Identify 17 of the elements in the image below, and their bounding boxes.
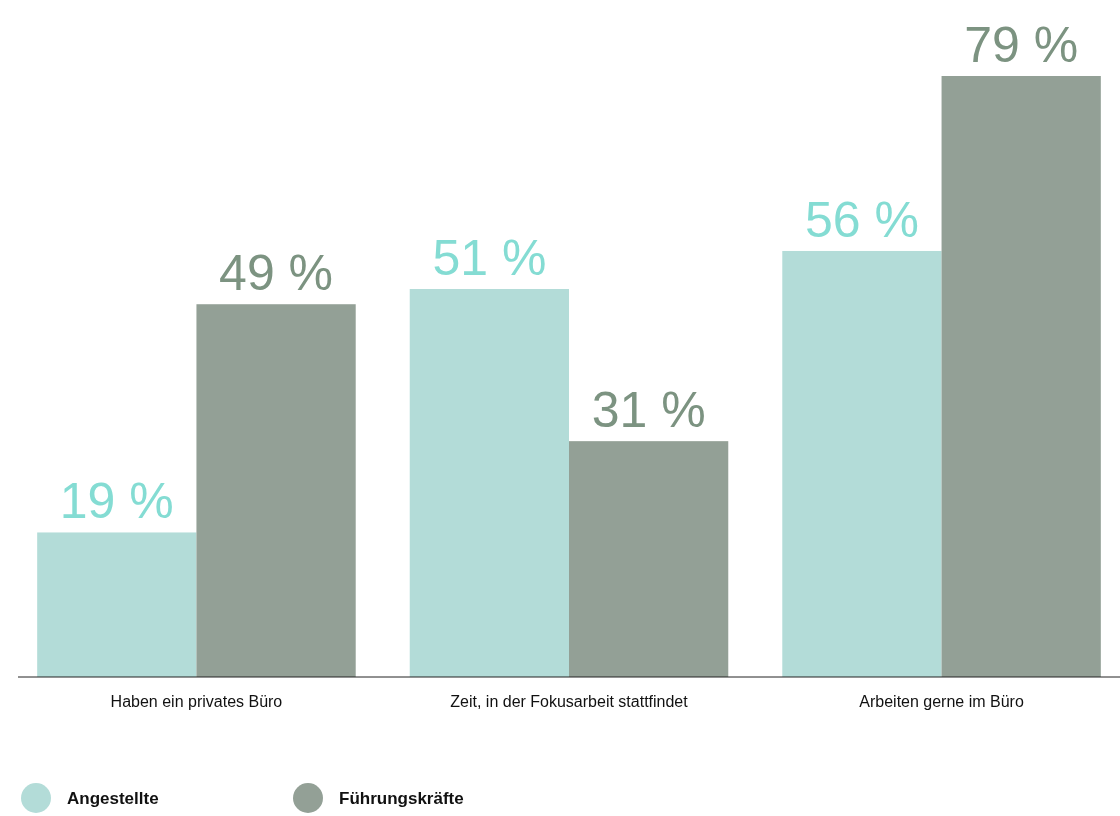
bar xyxy=(409,289,569,677)
bar xyxy=(569,441,729,677)
data-label: 51 % xyxy=(432,230,547,287)
bar xyxy=(37,532,197,677)
legend-label: Angestellte xyxy=(67,789,159,808)
data-label: 49 % xyxy=(219,245,334,302)
bar xyxy=(782,250,942,677)
x-tick-label: Haben ein privates Büro xyxy=(110,693,283,710)
x-tick-label: Zeit, in der Fokusarbeit stattfindet xyxy=(450,693,689,710)
data-label: 56 % xyxy=(804,191,919,248)
bar xyxy=(941,76,1101,677)
bar xyxy=(196,304,356,677)
data-label: 31 % xyxy=(591,382,706,439)
data-label: 79 % xyxy=(964,17,1079,73)
legend-label: Führungskräfte xyxy=(339,789,464,808)
data-label: 19 % xyxy=(59,473,174,530)
x-tick-label: Arbeiten gerne im Büro xyxy=(859,693,1024,710)
